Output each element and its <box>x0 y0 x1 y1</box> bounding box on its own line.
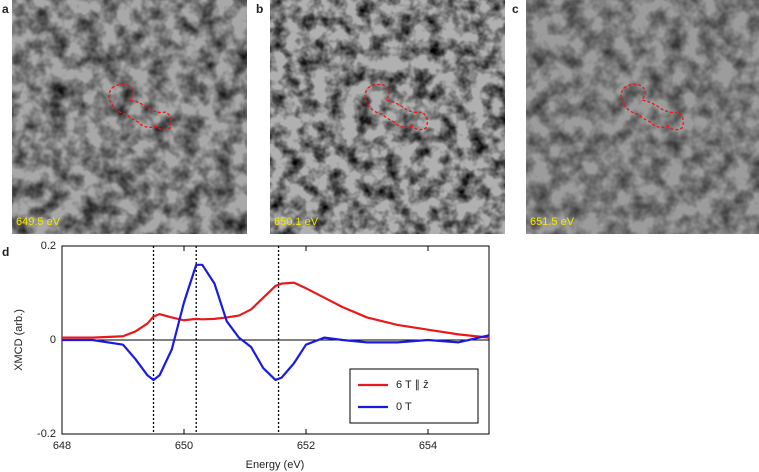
y-axis-label: XMCD (arb.) <box>13 309 25 371</box>
x-tick-label: 652 <box>297 440 315 452</box>
energy-label: 651.5 eV <box>530 216 575 228</box>
image-c <box>526 0 759 234</box>
y-tick-label: 0 <box>50 334 56 346</box>
x-tick-label: 648 <box>53 440 71 452</box>
x-tick-label: 654 <box>419 440 437 452</box>
y-tick-label: 0.2 <box>41 240 56 252</box>
y-tick-label: -0.2 <box>37 428 56 440</box>
panel-letter: c <box>512 2 519 16</box>
panel-letter: a <box>2 2 9 16</box>
series-line <box>62 263 490 382</box>
panel-letter: b <box>256 2 263 16</box>
legend-label: 0 T <box>396 401 412 413</box>
image-a <box>12 0 247 234</box>
energy-label: 649.5 eV <box>16 216 61 228</box>
series-line <box>62 281 490 339</box>
image-b <box>270 0 505 234</box>
energy-label: 650.1 eV <box>274 216 319 228</box>
x-tick-label: 650 <box>175 440 193 452</box>
legend-box <box>349 368 479 424</box>
x-axis-label: Energy (eV) <box>246 459 305 471</box>
legend-label: 6 T ∥ ẑ <box>396 379 429 391</box>
panel-letter: d <box>2 245 9 259</box>
